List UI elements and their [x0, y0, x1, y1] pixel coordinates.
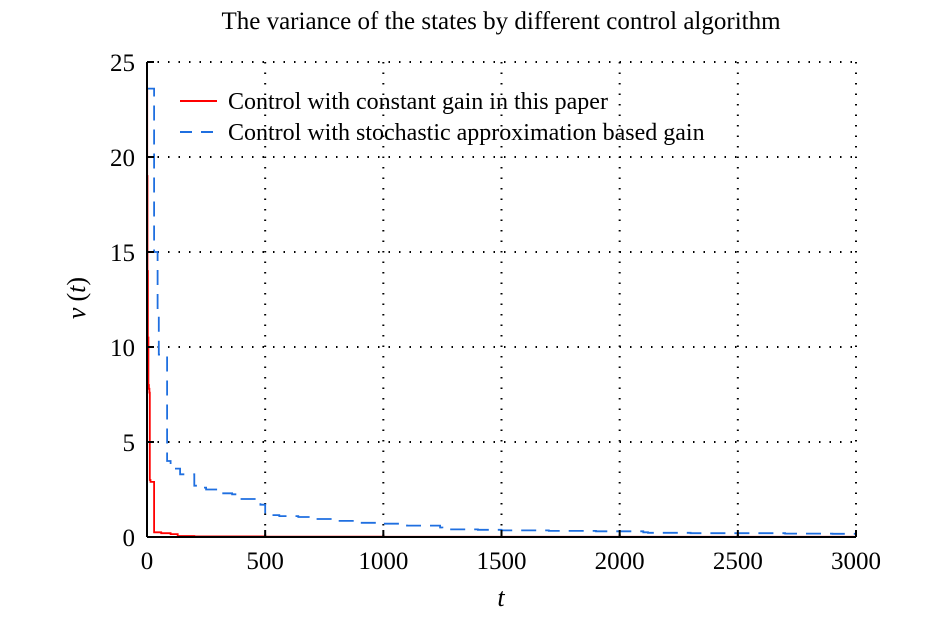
- plot-series: [146, 87, 856, 538]
- x-tick-label: 2500: [713, 548, 763, 575]
- y-tick-label: 20: [110, 145, 135, 172]
- y-tick-label: 15: [110, 240, 135, 267]
- x-axis-label: t: [497, 583, 505, 612]
- y-axis-label-paren-open: (: [62, 293, 91, 302]
- y-axis-label: v (t): [62, 277, 91, 319]
- x-tick-label: 1500: [477, 548, 527, 575]
- legend-label-2: Control with stochastic approximation ba…: [228, 120, 705, 146]
- chart-title: The variance of the states by different …: [221, 8, 781, 35]
- y-axis-label-paren-close: ): [62, 277, 91, 286]
- x-tick-label: 500: [246, 548, 284, 575]
- y-axis-label-main: v: [62, 307, 91, 319]
- x-tick-label: 2000: [595, 548, 645, 575]
- y-tick-label: 0: [123, 525, 136, 552]
- axes: [146, 61, 857, 538]
- y-tick-label: 25: [110, 50, 135, 77]
- y-tick-label: 10: [110, 335, 135, 362]
- svg-text:v(t): v (t): [62, 277, 91, 319]
- x-tick-label: 0: [141, 548, 154, 575]
- y-axis-label-var: t: [62, 285, 91, 293]
- x-tick-label: 1000: [358, 548, 408, 575]
- y-tick-label: 5: [123, 430, 136, 457]
- x-tick-label: 3000: [831, 548, 881, 575]
- tick-labels: 0 500 1000 1500 2000 2500 3000 0 5 10 15 20 25: [110, 50, 881, 575]
- legend: Control with constant gain in this paper…: [180, 89, 705, 146]
- legend-label-1: Control with constant gain in this paper: [228, 89, 608, 115]
- series-line-2: [147, 87, 856, 535]
